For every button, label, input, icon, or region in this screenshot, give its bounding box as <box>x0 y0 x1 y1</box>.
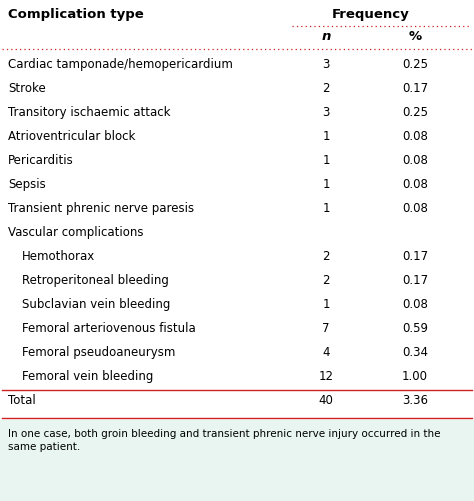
Text: 1: 1 <box>322 130 330 143</box>
Text: same patient.: same patient. <box>8 441 80 451</box>
Text: 0.08: 0.08 <box>402 178 428 190</box>
Text: Atrioventricular block: Atrioventricular block <box>8 130 136 143</box>
Text: Cardiac tamponade/hemopericardium: Cardiac tamponade/hemopericardium <box>8 58 233 71</box>
Text: 0.08: 0.08 <box>402 298 428 311</box>
Text: Frequency: Frequency <box>332 8 410 21</box>
Text: 0.59: 0.59 <box>402 321 428 334</box>
Text: Total: Total <box>8 393 36 406</box>
Text: Hemothorax: Hemothorax <box>22 249 95 263</box>
Text: 0.25: 0.25 <box>402 58 428 71</box>
Text: 0.17: 0.17 <box>402 249 428 263</box>
Text: Sepsis: Sepsis <box>8 178 46 190</box>
Text: 0.17: 0.17 <box>402 274 428 287</box>
Text: %: % <box>409 30 421 43</box>
Text: Pericarditis: Pericarditis <box>8 154 74 167</box>
Text: In one case, both groin bleeding and transient phrenic nerve injury occurred in : In one case, both groin bleeding and tra… <box>8 428 440 438</box>
Text: 0.08: 0.08 <box>402 130 428 143</box>
Text: 0.34: 0.34 <box>402 345 428 358</box>
Text: 1: 1 <box>322 178 330 190</box>
Text: 3: 3 <box>322 58 330 71</box>
Text: 2: 2 <box>322 274 330 287</box>
Text: 2: 2 <box>322 249 330 263</box>
Text: 1: 1 <box>322 154 330 167</box>
Text: 2: 2 <box>322 82 330 95</box>
Text: Stroke: Stroke <box>8 82 46 95</box>
Text: Transient phrenic nerve paresis: Transient phrenic nerve paresis <box>8 201 194 214</box>
Text: Femoral pseudoaneurysm: Femoral pseudoaneurysm <box>22 345 175 358</box>
Text: Femoral arteriovenous fistula: Femoral arteriovenous fistula <box>22 321 196 334</box>
Text: 0.08: 0.08 <box>402 154 428 167</box>
Text: 3: 3 <box>322 106 330 119</box>
Text: 3.36: 3.36 <box>402 393 428 406</box>
Text: 4: 4 <box>322 345 330 358</box>
Text: n: n <box>321 30 331 43</box>
Text: Femoral vein bleeding: Femoral vein bleeding <box>22 369 154 382</box>
Text: 7: 7 <box>322 321 330 334</box>
Text: 1.00: 1.00 <box>402 369 428 382</box>
Text: Subclavian vein bleeding: Subclavian vein bleeding <box>22 298 170 311</box>
Text: 0.17: 0.17 <box>402 82 428 95</box>
Text: Retroperitoneal bleeding: Retroperitoneal bleeding <box>22 274 169 287</box>
Text: 0.08: 0.08 <box>402 201 428 214</box>
Text: Complication type: Complication type <box>8 8 144 21</box>
FancyBboxPatch shape <box>0 420 474 501</box>
Text: Transitory ischaemic attack: Transitory ischaemic attack <box>8 106 171 119</box>
Text: Vascular complications: Vascular complications <box>8 225 144 238</box>
Text: 40: 40 <box>319 393 333 406</box>
Text: 1: 1 <box>322 298 330 311</box>
Text: 12: 12 <box>319 369 334 382</box>
Text: 1: 1 <box>322 201 330 214</box>
Text: 0.25: 0.25 <box>402 106 428 119</box>
